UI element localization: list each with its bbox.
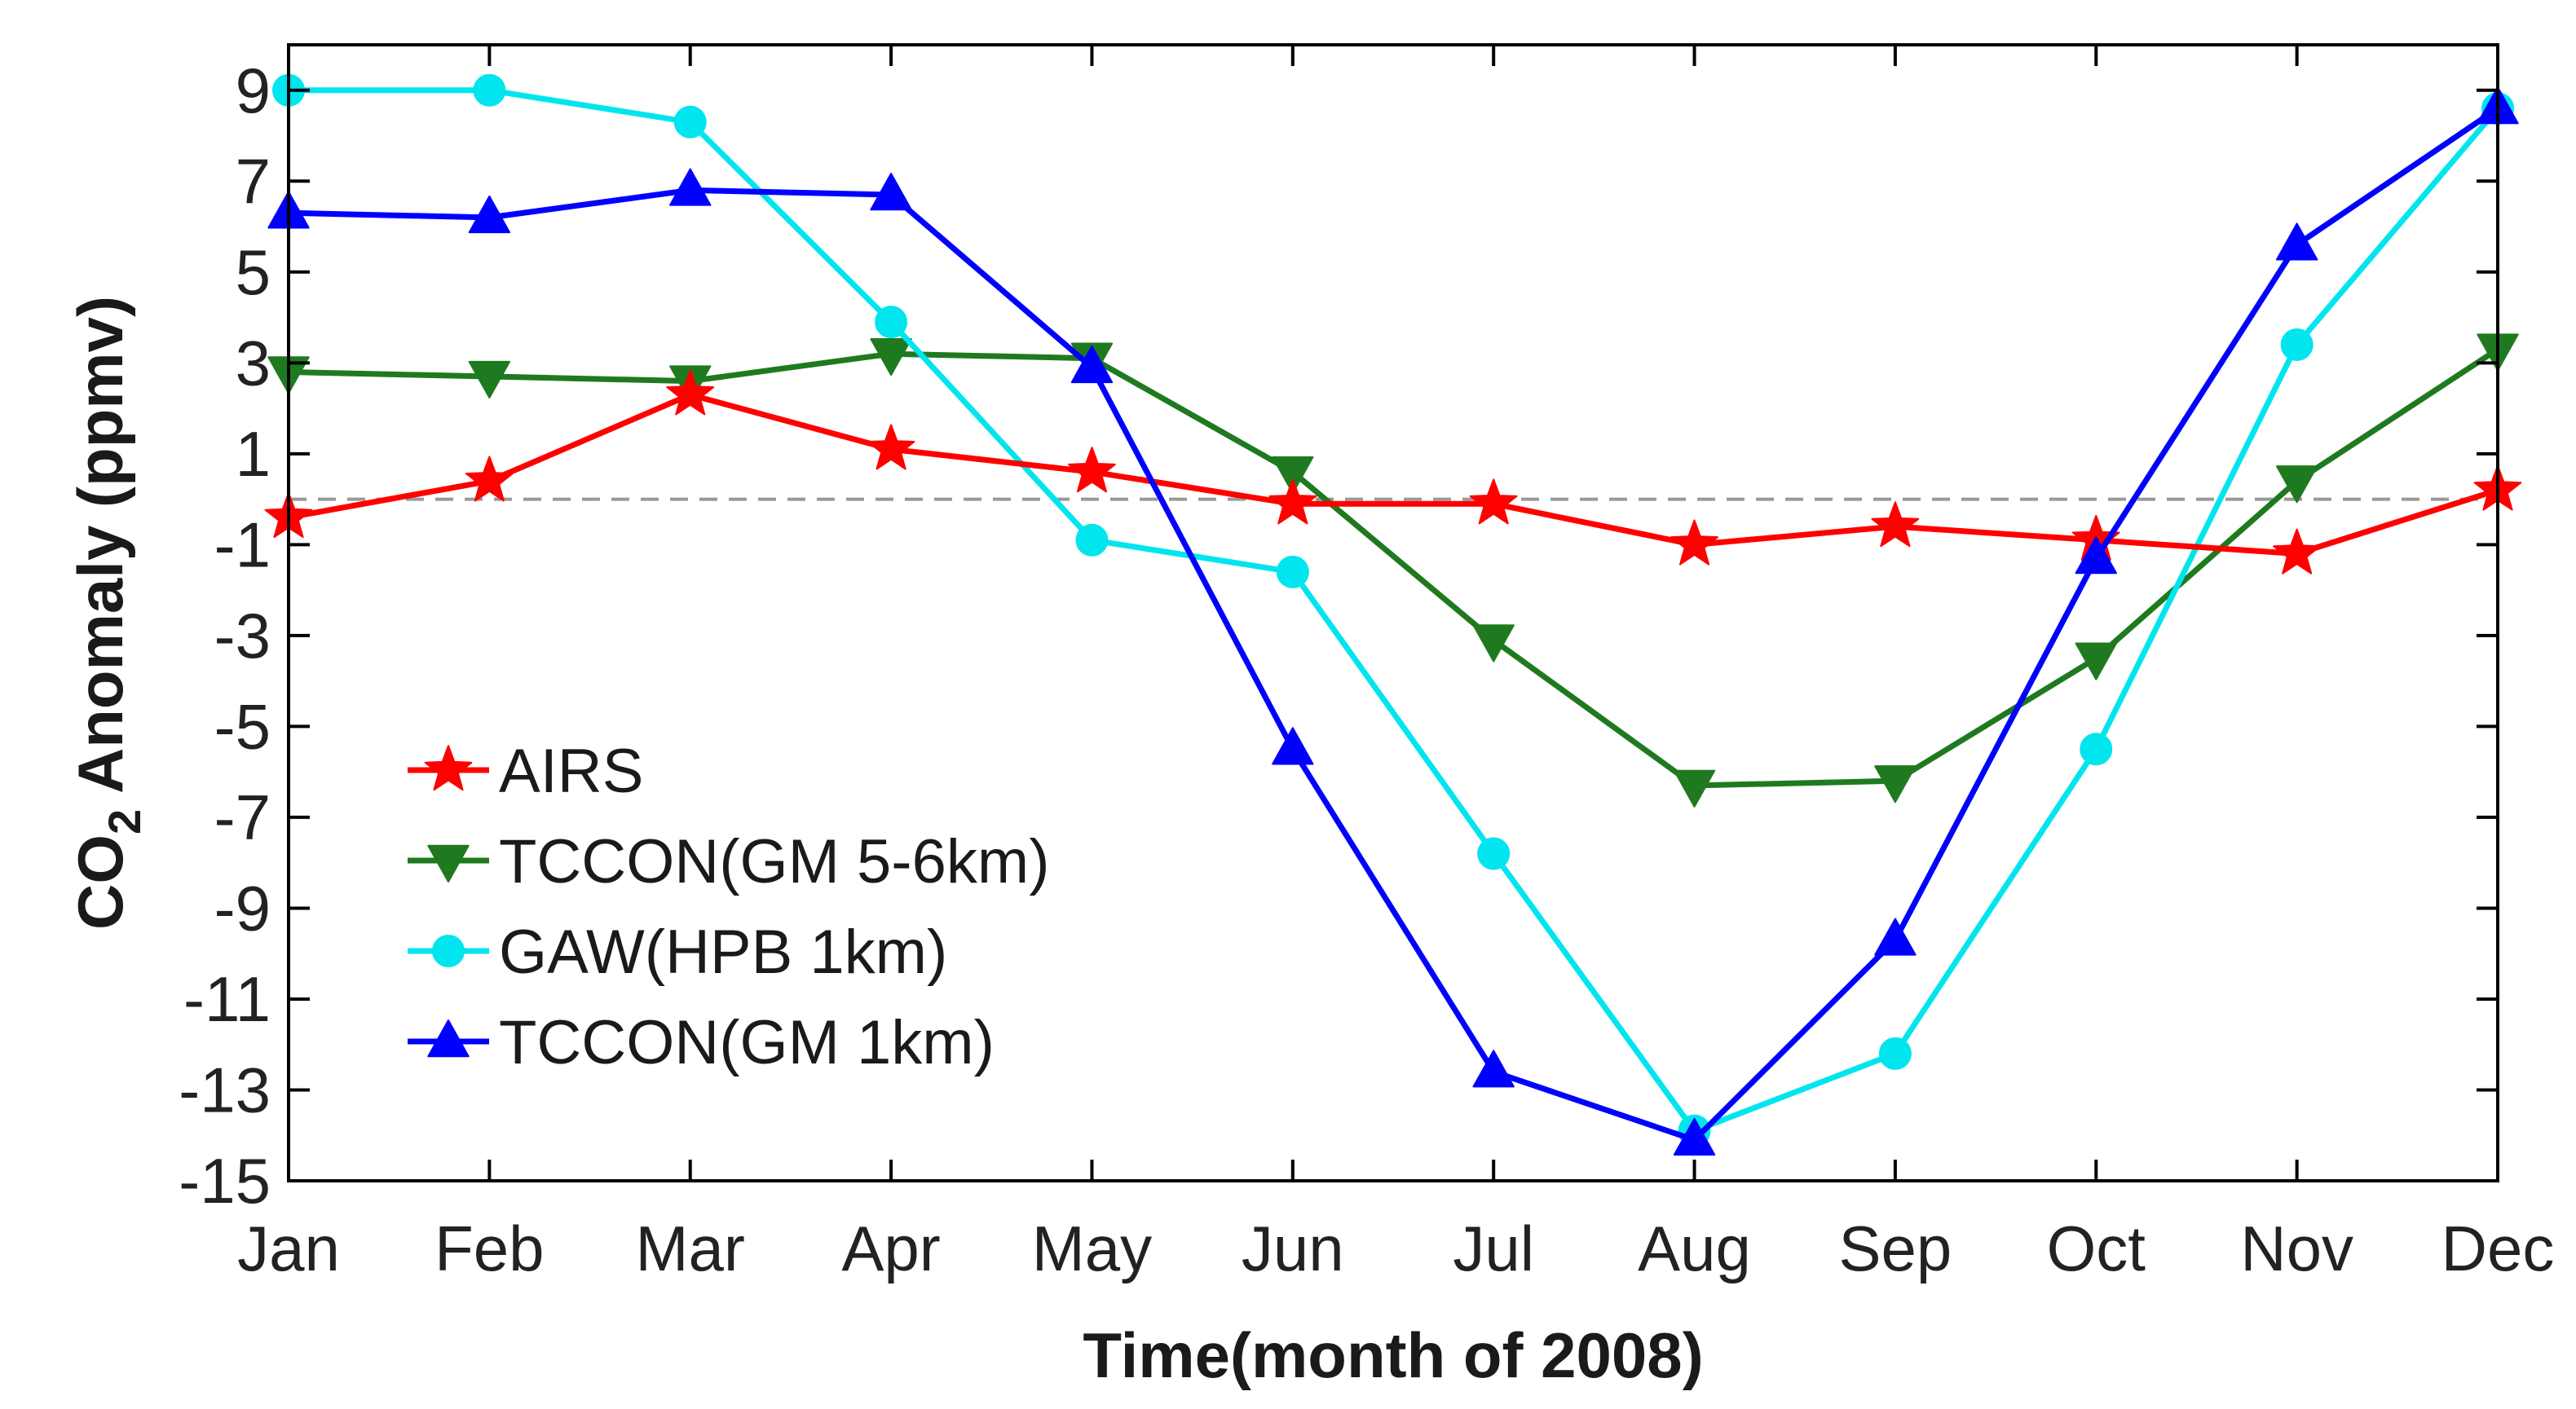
data-point xyxy=(867,424,915,470)
series-line xyxy=(288,106,2499,1143)
series-line xyxy=(288,346,2499,789)
y-tick-label: -15 xyxy=(179,1145,271,1217)
data-point xyxy=(1670,519,1718,566)
plot-frame xyxy=(287,43,2499,1182)
data-point xyxy=(870,337,912,376)
data-point xyxy=(1272,727,1314,765)
y-tick-label: 1 xyxy=(236,418,271,490)
data-point xyxy=(1871,501,1920,548)
data-point xyxy=(1472,624,1515,663)
x-tick-label: Mar xyxy=(636,1213,745,1284)
data-point xyxy=(2275,465,2318,504)
data-point xyxy=(666,369,715,416)
series-line xyxy=(288,391,2499,557)
y-tick-label: -7 xyxy=(214,782,271,853)
series-tccon-gm-1km- xyxy=(267,86,2519,1156)
data-point xyxy=(1469,478,1518,525)
data-point xyxy=(2280,328,2314,362)
legend-marker xyxy=(427,1019,470,1058)
y-tick-label: -1 xyxy=(214,509,271,580)
y-tick-label: 9 xyxy=(236,55,271,126)
x-tick-label: Feb xyxy=(434,1213,544,1284)
x-tick-label: Apr xyxy=(841,1213,940,1284)
data-point xyxy=(1075,523,1109,557)
series-airs xyxy=(264,369,2522,575)
data-point xyxy=(1673,769,1716,808)
x-tick-label: Jul xyxy=(1453,1213,1534,1284)
legend-label: TCCON(GM 5-6km) xyxy=(499,827,1050,896)
legend-marker xyxy=(424,745,473,791)
legend-item: TCCON(GM 5-6km) xyxy=(408,827,1050,896)
x-tick-label: Aug xyxy=(1638,1213,1751,1284)
data-point xyxy=(875,306,908,339)
x-tick-label: Oct xyxy=(2047,1213,2146,1284)
x-tick-label: May xyxy=(1032,1213,1152,1284)
legend-label: AIRS xyxy=(499,737,643,806)
y-tick-label: -3 xyxy=(214,600,271,671)
y-tick-label: -9 xyxy=(214,872,271,944)
y-tick-label: -13 xyxy=(179,1054,271,1125)
data-point xyxy=(1477,837,1511,870)
data-point xyxy=(1070,345,1114,384)
data-point xyxy=(1068,447,1116,493)
legend-marker xyxy=(427,844,470,883)
data-point xyxy=(468,195,511,234)
data-point xyxy=(2275,222,2318,261)
series-line xyxy=(289,87,2500,1134)
x-tick-label: Dec xyxy=(2441,1213,2555,1284)
y-tick-label: 3 xyxy=(236,327,271,398)
data-point xyxy=(1874,765,1917,804)
data-point xyxy=(1878,1037,1912,1070)
data-point xyxy=(465,456,514,502)
data-point xyxy=(468,360,511,399)
legend-item: GAW(HPB 1km) xyxy=(408,918,947,987)
data-point xyxy=(2075,536,2117,575)
legend-label: GAW(HPB 1km) xyxy=(499,918,947,987)
data-point xyxy=(1673,1117,1716,1156)
data-point xyxy=(473,73,506,107)
y-axis-title: CO2 Anomaly (ppmv) xyxy=(64,296,150,930)
data-point xyxy=(673,105,707,139)
data-point xyxy=(2075,642,2117,680)
data-point xyxy=(2273,528,2322,575)
x-tick-label: Sep xyxy=(1839,1213,1952,1284)
legend-label: TCCON(GM 1km) xyxy=(499,1008,995,1077)
y-tick-label: -11 xyxy=(183,963,271,1035)
y-tick-label: 5 xyxy=(236,236,271,308)
data-point xyxy=(1272,456,1314,495)
data-point xyxy=(1268,478,1317,525)
data-point xyxy=(1874,918,1917,956)
x-tick-label: Nov xyxy=(2240,1213,2353,1284)
x-axis-title: Time(month of 2008) xyxy=(1083,1319,1703,1391)
data-point xyxy=(870,173,912,211)
y-tick-label: -5 xyxy=(214,690,271,762)
data-point xyxy=(1276,555,1309,588)
y-tick-label: 7 xyxy=(236,145,271,217)
data-point xyxy=(2080,733,2113,766)
x-tick-label: Jun xyxy=(1242,1213,1344,1284)
data-point xyxy=(669,168,712,206)
legend-item: TCCON(GM 1km) xyxy=(408,1008,995,1077)
series-tccon-gm-5-6km- xyxy=(267,333,2519,808)
legend-marker xyxy=(432,935,465,967)
legend-item: AIRS xyxy=(408,737,643,806)
x-tick-label: Jan xyxy=(237,1213,340,1284)
data-point xyxy=(1472,1050,1515,1088)
